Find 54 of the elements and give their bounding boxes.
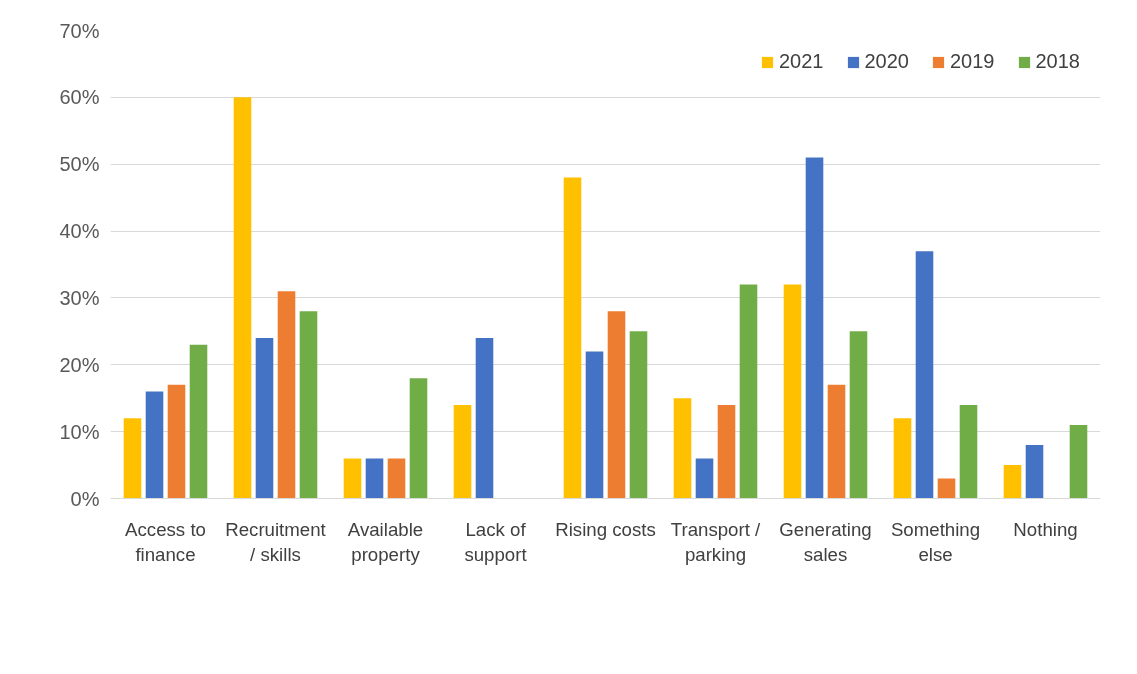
y-tick-label: 40% xyxy=(59,220,100,243)
legend-label: 2021 xyxy=(779,50,824,73)
bar xyxy=(189,344,208,499)
bar xyxy=(453,404,472,499)
bar xyxy=(563,177,582,499)
bar xyxy=(409,378,428,499)
bar xyxy=(607,311,626,499)
bar xyxy=(299,311,318,499)
y-tick-label: 0% xyxy=(70,487,100,510)
x-tick-label: Something else xyxy=(890,518,981,565)
bar xyxy=(783,284,802,499)
bar xyxy=(629,331,648,499)
y-tick-label: 70% xyxy=(59,19,100,42)
x-tick-label: Recruitment / skills xyxy=(225,518,327,565)
y-tick-label: 10% xyxy=(59,420,100,443)
bar xyxy=(123,418,142,499)
bar xyxy=(893,418,912,499)
x-tick-label: Lack of support xyxy=(464,518,528,565)
legend-label: 2020 xyxy=(864,50,909,73)
y-tick-label: 30% xyxy=(59,286,100,309)
legend-label: 2018 xyxy=(1035,50,1080,73)
y-tick-label: 60% xyxy=(59,86,100,109)
bar xyxy=(255,338,274,499)
x-tick-label: Access to finance xyxy=(125,518,206,565)
bar xyxy=(805,157,824,499)
bar xyxy=(937,478,956,499)
bar xyxy=(849,331,868,499)
bar xyxy=(277,291,296,499)
x-tick-label: Generating sales xyxy=(779,518,872,565)
y-tick-label: 50% xyxy=(59,153,100,176)
legend-label: 2019 xyxy=(950,50,995,73)
x-tick-label: Available property xyxy=(347,518,424,565)
bar xyxy=(343,458,362,499)
bar xyxy=(145,391,164,499)
x-tick-label: Transport / parking xyxy=(670,518,762,565)
bar xyxy=(1003,465,1022,499)
y-tick-label: 20% xyxy=(59,353,100,376)
bar xyxy=(365,458,384,499)
bar xyxy=(717,404,736,499)
bar xyxy=(1069,424,1088,499)
bar xyxy=(915,251,934,499)
bar xyxy=(585,351,604,499)
bar xyxy=(387,458,406,499)
bar xyxy=(959,404,978,499)
bar xyxy=(167,384,186,499)
bar xyxy=(673,398,692,499)
x-tick-label: Rising costs xyxy=(555,518,656,540)
bar xyxy=(233,97,252,499)
bar xyxy=(695,458,714,499)
bar xyxy=(1025,445,1044,499)
bar xyxy=(827,384,846,499)
x-tick-label: Nothing xyxy=(1013,518,1078,540)
bar xyxy=(739,284,758,499)
bar xyxy=(475,338,494,499)
